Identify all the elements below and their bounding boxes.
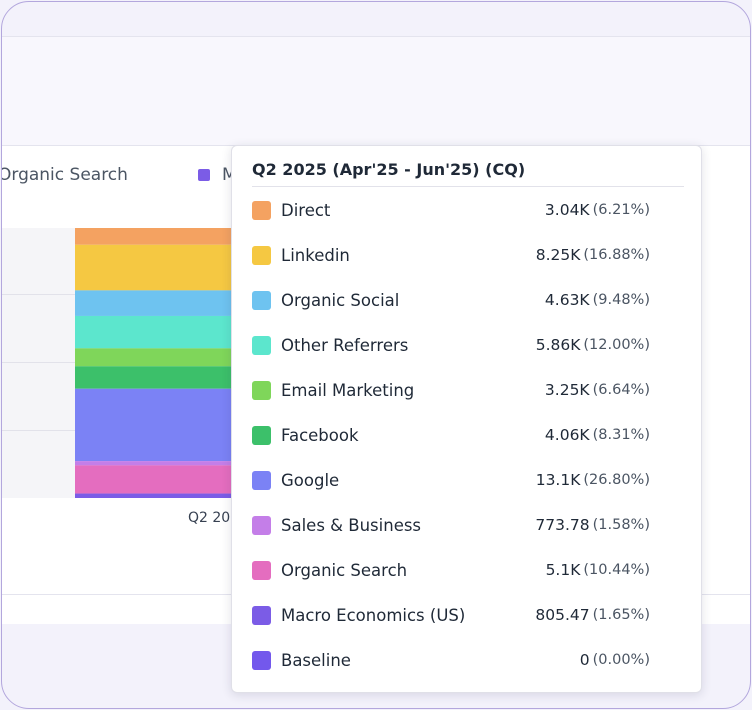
tooltip-row: Email Marketing 3.25K (6.64%) xyxy=(252,378,650,402)
tooltip-swatch xyxy=(252,425,271,445)
tooltip-swatch xyxy=(252,470,271,490)
tooltip-percent: (6.64%) xyxy=(592,382,650,398)
tooltip-swatch xyxy=(252,650,271,670)
tooltip-percent: (8.31%) xyxy=(592,427,650,443)
tooltip-value: 13.1K xyxy=(535,471,581,489)
tooltip-series-name: Google xyxy=(281,470,340,490)
tooltip-percent: (1.58%) xyxy=(592,517,650,533)
bar-segment-macro-economics-us[interactable] xyxy=(75,493,234,498)
tooltip-value: 0 xyxy=(579,651,590,669)
tooltip-value: 4.06K xyxy=(544,426,590,444)
tooltip-swatch xyxy=(252,290,271,310)
tooltip-row: Baseline 0 (0.00%) xyxy=(252,648,650,672)
tooltip-row: Facebook 4.06K (8.31%) xyxy=(252,423,650,447)
tooltip-series-name: Linkedin xyxy=(281,245,350,265)
tooltip-swatch xyxy=(252,245,271,265)
tooltip-percent: (1.65%) xyxy=(592,607,650,623)
bar-segment-other-referrers[interactable] xyxy=(75,315,234,349)
tooltip-percent: (16.88%) xyxy=(583,247,650,263)
tooltip-swatch xyxy=(252,560,271,580)
bar-segment-organic-search[interactable] xyxy=(75,465,234,494)
chart-panel-header xyxy=(2,36,750,146)
tooltip-value: 5.86K xyxy=(535,336,581,354)
tooltip-value: 4.63K xyxy=(544,291,590,309)
tooltip-series-name: Macro Economics (US) xyxy=(281,605,466,625)
tooltip-row: Organic Social 4.63K (9.48%) xyxy=(252,288,650,312)
tooltip-row: Sales & Business 773.78 (1.58%) xyxy=(252,513,650,537)
tooltip-series-name: Organic Social xyxy=(281,290,400,310)
tooltip-title: Q2 2025 (Apr'25 - Jun'25) (CQ) xyxy=(252,160,526,179)
plot-area xyxy=(2,228,234,498)
tooltip-row: Direct 3.04K (6.21%) xyxy=(252,198,650,222)
x-tick-label: Q2 20 xyxy=(188,510,231,526)
tooltip-value: 805.47 xyxy=(535,606,590,624)
tooltip-value: 8.25K xyxy=(535,246,581,264)
tooltip-series-name: Facebook xyxy=(281,425,359,445)
tooltip-row: Linkedin 8.25K (16.88%) xyxy=(252,243,650,267)
tooltip-percent: (9.48%) xyxy=(592,292,650,308)
tooltip-swatch xyxy=(252,515,271,535)
bar-segment-organic-social[interactable] xyxy=(75,290,234,316)
tooltip-row: Google 13.1K (26.80%) xyxy=(252,468,650,492)
legend-item-organic-search[interactable]: Organic Search xyxy=(1,163,128,187)
legend-label: Organic Search xyxy=(1,165,128,185)
tooltip-value: 3.04K xyxy=(544,201,590,219)
tooltip-swatch xyxy=(252,380,271,400)
tooltip-series-name: Other Referrers xyxy=(281,335,409,355)
legend-swatch xyxy=(198,169,210,181)
bar-segment-email-marketing[interactable] xyxy=(75,348,234,367)
tooltip-percent: (26.80%) xyxy=(583,472,650,488)
bar-segment-linkedin[interactable] xyxy=(75,244,234,291)
bar-segment-sales-business[interactable] xyxy=(75,461,234,466)
tooltip-value: 5.1K xyxy=(545,561,581,579)
tooltip-divider xyxy=(252,186,684,187)
tooltip-percent: (12.00%) xyxy=(583,337,650,353)
tooltip-row: Other Referrers 5.86K (12.00%) xyxy=(252,333,650,357)
tooltip-percent: (10.44%) xyxy=(583,562,650,578)
tooltip-row: Organic Search 5.1K (10.44%) xyxy=(252,558,650,582)
tooltip-row: Macro Economics (US) 805.47 (1.65%) xyxy=(252,603,650,627)
tooltip-series-name: Direct xyxy=(281,200,331,220)
tooltip-percent: (0.00%) xyxy=(592,652,650,668)
tooltip-percent: (6.21%) xyxy=(592,202,650,218)
bar-segment-facebook[interactable] xyxy=(75,366,234,389)
tooltip-swatch xyxy=(252,335,271,355)
bar-segment-google[interactable] xyxy=(75,388,234,462)
bar-segment-direct[interactable] xyxy=(75,228,234,245)
stacked-bar-chart xyxy=(75,228,234,498)
tooltip-series-name: Organic Search xyxy=(281,560,408,580)
tooltip-value: 773.78 xyxy=(535,516,590,534)
tooltip-swatch xyxy=(252,605,271,625)
chart-tooltip: Q2 2025 (Apr'25 - Jun'25) (CQ) Direct 3.0… xyxy=(231,145,702,693)
tooltip-swatch xyxy=(252,200,271,220)
tooltip-series-name: Email Marketing xyxy=(281,380,415,400)
tooltip-series-name: Sales & Business xyxy=(281,515,422,535)
tooltip-series-name: Baseline xyxy=(281,650,351,670)
tooltip-value: 3.25K xyxy=(544,381,590,399)
